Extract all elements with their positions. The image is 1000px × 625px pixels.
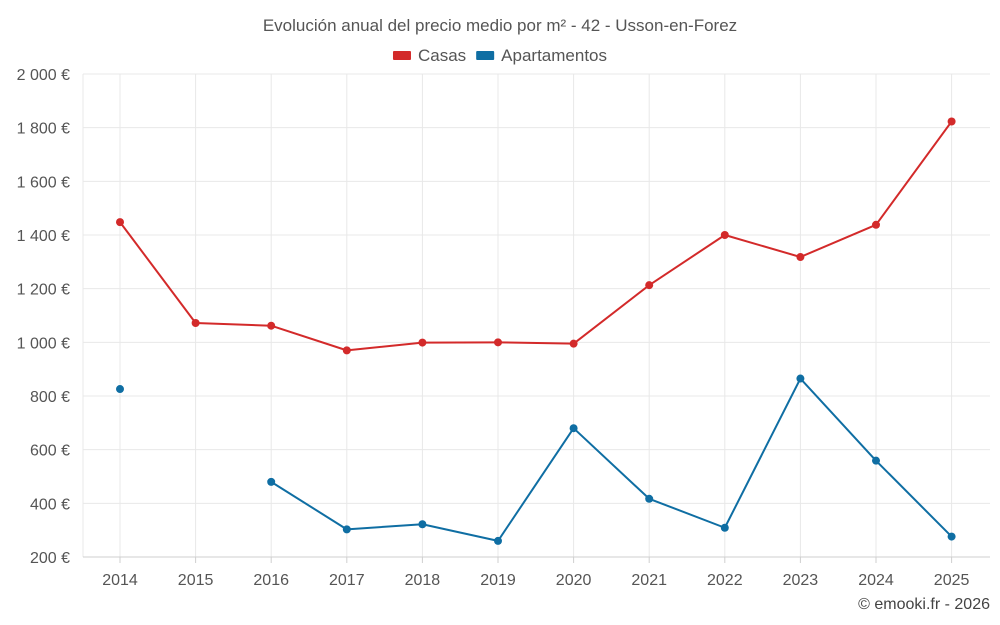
- y-tick-label: 600 €: [30, 443, 70, 460]
- y-tick-label: 200 €: [30, 550, 70, 567]
- x-tick-label: 2020: [556, 572, 592, 589]
- legend-item-casas[interactable]: Casas: [392, 46, 466, 65]
- data-point[interactable]: [342, 346, 351, 355]
- data-point[interactable]: [342, 525, 351, 534]
- x-tick-label: 2025: [934, 572, 970, 589]
- data-point[interactable]: [267, 477, 276, 486]
- x-tick-label: 2024: [858, 572, 894, 589]
- y-tick-label: 1 600 €: [17, 174, 70, 191]
- x-tick-label: 2022: [707, 572, 743, 589]
- data-point[interactable]: [418, 520, 427, 529]
- legend-item-apartamentos[interactable]: Apartamentos: [476, 46, 607, 65]
- data-point[interactable]: [116, 218, 124, 227]
- data-point[interactable]: [796, 253, 805, 262]
- data-point[interactable]: [569, 339, 578, 348]
- x-tick-label: 2014: [102, 572, 138, 589]
- legend: Casas Apartamentos: [392, 46, 607, 65]
- data-point[interactable]: [645, 281, 654, 290]
- x-tick-label: 2019: [480, 572, 516, 589]
- credit-text: © emooki.fr - 2026: [858, 596, 990, 613]
- series-apartamentos: [116, 374, 956, 545]
- y-tick-label: 2 000 €: [17, 67, 70, 84]
- y-tick-label: 400 €: [30, 496, 70, 513]
- series-group: [116, 117, 956, 545]
- data-point[interactable]: [872, 456, 880, 465]
- data-point[interactable]: [191, 319, 200, 328]
- data-point[interactable]: [569, 424, 578, 433]
- data-point[interactable]: [494, 338, 502, 347]
- x-tick-label: 2021: [631, 572, 667, 589]
- x-tick-label: 2016: [253, 572, 289, 589]
- data-point[interactable]: [494, 536, 502, 545]
- y-tick-label: 1 400 €: [17, 228, 70, 245]
- data-point[interactable]: [418, 338, 427, 347]
- data-point[interactable]: [116, 385, 124, 394]
- data-point[interactable]: [872, 220, 880, 229]
- y-tick-label: 800 €: [30, 389, 70, 406]
- data-point[interactable]: [947, 117, 956, 126]
- data-point[interactable]: [720, 231, 729, 239]
- series-line: [270, 377, 953, 542]
- data-point[interactable]: [796, 374, 805, 383]
- y-tick-label: 1 000 €: [17, 335, 70, 352]
- y-tick-label: 1 200 €: [17, 282, 70, 299]
- data-point[interactable]: [267, 321, 276, 330]
- x-tick-label: 2017: [329, 572, 365, 589]
- chart-title: Evolución anual del precio medio por m² …: [263, 16, 737, 35]
- legend-swatch: [392, 51, 411, 60]
- data-point[interactable]: [645, 494, 654, 503]
- data-point[interactable]: [720, 523, 729, 532]
- x-tick-label: 2023: [783, 572, 819, 589]
- x-axis: 2014 2015 2016 2017 2018 2019 2020 2021 2022 2023…: [83, 556, 990, 589]
- data-point[interactable]: [947, 532, 956, 541]
- series-line: [119, 120, 953, 352]
- x-tick-label: 2015: [178, 572, 214, 589]
- y-tick-label: 1 800 €: [17, 121, 70, 138]
- y-axis: 200 € 400 € 600 € 800 € 1 000 € 1 200 € 1 400 …: [17, 67, 70, 567]
- legend-label: Apartamentos: [501, 46, 607, 65]
- series-casas: [116, 117, 956, 355]
- grid: [82, 73, 990, 558]
- x-tick-label: 2018: [405, 572, 441, 589]
- legend-swatch: [476, 51, 495, 60]
- legend-label: Casas: [418, 46, 466, 65]
